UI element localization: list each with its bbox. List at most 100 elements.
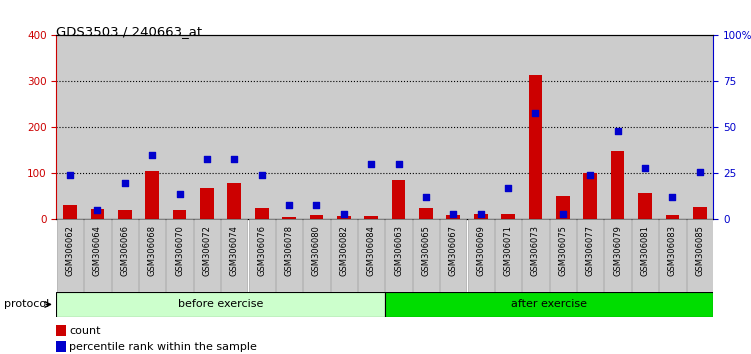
Bar (330, 35, 357, 219)
FancyBboxPatch shape (686, 219, 713, 292)
Point (502, 185, 514, 191)
Point (584, 172, 596, 178)
Text: after exercise: after exercise (511, 299, 587, 309)
FancyBboxPatch shape (385, 219, 412, 292)
Text: GSM306063: GSM306063 (394, 225, 403, 276)
Bar (303, 35, 330, 219)
Point (556, 211, 569, 217)
Text: before exercise: before exercise (178, 299, 264, 309)
Point (365, 161, 377, 167)
Bar (529, 74, 542, 219)
Bar (145, 171, 159, 219)
FancyBboxPatch shape (495, 219, 521, 292)
Bar (392, 181, 406, 219)
Point (694, 169, 706, 175)
Text: GDS3503 / 240663_at: GDS3503 / 240663_at (56, 25, 203, 38)
Text: GSM306081: GSM306081 (641, 225, 650, 276)
Text: GSM306069: GSM306069 (476, 225, 485, 276)
Text: GSM306084: GSM306084 (366, 225, 376, 276)
Bar (118, 210, 131, 219)
FancyBboxPatch shape (577, 219, 603, 292)
Bar (111, 35, 138, 219)
Text: count: count (70, 326, 101, 336)
FancyBboxPatch shape (249, 219, 275, 292)
Bar (173, 210, 186, 219)
Bar (522, 35, 549, 219)
Bar (221, 35, 248, 219)
FancyBboxPatch shape (139, 219, 165, 292)
Point (119, 180, 131, 185)
Text: GSM306066: GSM306066 (120, 225, 129, 276)
Bar (638, 193, 652, 219)
Point (146, 152, 158, 158)
Bar (556, 196, 570, 219)
Bar (228, 183, 241, 219)
Text: GSM306062: GSM306062 (65, 225, 74, 276)
FancyBboxPatch shape (358, 219, 385, 292)
Bar (439, 35, 467, 219)
Text: protocol: protocol (4, 299, 49, 309)
Text: GSM306079: GSM306079 (613, 225, 622, 276)
Point (420, 195, 432, 200)
Bar (200, 188, 214, 219)
FancyBboxPatch shape (659, 219, 686, 292)
Bar (665, 215, 679, 219)
Bar (166, 35, 193, 219)
Bar (56, 341, 66, 353)
Text: GSM306065: GSM306065 (421, 225, 430, 276)
Text: GSM306085: GSM306085 (695, 225, 704, 276)
Bar (584, 173, 597, 219)
Bar (63, 205, 77, 219)
Bar (501, 214, 515, 219)
Bar (255, 208, 269, 219)
Text: GSM306083: GSM306083 (668, 225, 677, 276)
Point (64, 172, 76, 178)
Text: GSM306070: GSM306070 (175, 225, 184, 276)
Bar (91, 209, 104, 219)
Bar (276, 35, 303, 219)
Bar (193, 35, 221, 219)
FancyBboxPatch shape (112, 219, 138, 292)
Bar (467, 35, 494, 219)
Bar (282, 217, 296, 219)
FancyBboxPatch shape (167, 219, 193, 292)
FancyBboxPatch shape (523, 219, 549, 292)
Text: GSM306072: GSM306072 (203, 225, 212, 276)
Text: percentile rank within the sample: percentile rank within the sample (70, 342, 258, 352)
Point (611, 128, 623, 134)
Text: GSM306076: GSM306076 (257, 225, 266, 276)
Bar (693, 207, 707, 219)
Text: GSM306073: GSM306073 (531, 225, 540, 276)
FancyBboxPatch shape (57, 219, 83, 292)
Bar (549, 35, 577, 219)
FancyBboxPatch shape (413, 219, 439, 292)
Point (529, 110, 541, 115)
Text: GSM306078: GSM306078 (285, 225, 294, 276)
Point (338, 211, 350, 217)
FancyBboxPatch shape (440, 219, 466, 292)
FancyBboxPatch shape (221, 219, 247, 292)
FancyBboxPatch shape (84, 219, 110, 292)
Bar (364, 216, 378, 219)
Point (666, 195, 678, 200)
Point (228, 156, 240, 161)
Bar (474, 214, 487, 219)
Text: GSM306068: GSM306068 (148, 225, 157, 276)
Bar (309, 215, 323, 219)
FancyBboxPatch shape (330, 219, 357, 292)
FancyBboxPatch shape (605, 219, 631, 292)
FancyBboxPatch shape (56, 292, 385, 317)
Text: GSM306067: GSM306067 (449, 225, 458, 276)
Bar (412, 35, 439, 219)
Point (92, 207, 104, 213)
Bar (659, 35, 686, 219)
Bar (447, 215, 460, 219)
Bar (357, 35, 385, 219)
Point (310, 202, 322, 207)
Bar (686, 35, 713, 219)
Bar (385, 35, 412, 219)
Bar (604, 35, 632, 219)
Text: GSM306071: GSM306071 (504, 225, 513, 276)
Point (255, 172, 267, 178)
Text: GSM306082: GSM306082 (339, 225, 348, 276)
